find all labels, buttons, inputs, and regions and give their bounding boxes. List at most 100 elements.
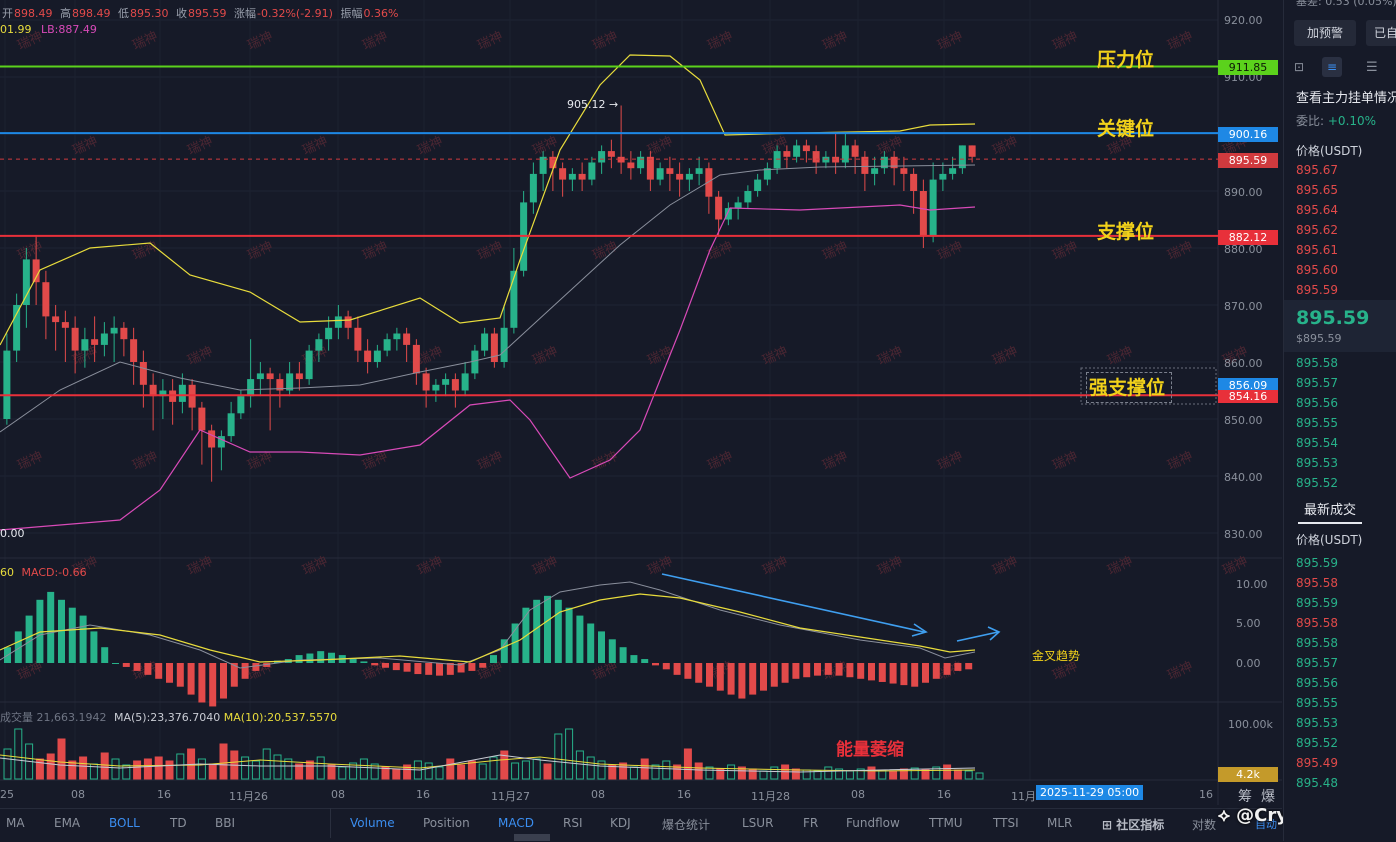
y-tick: 880.00	[1224, 243, 1263, 256]
volume-bar	[349, 762, 358, 780]
tab-underline	[1298, 522, 1362, 524]
candle-body	[276, 379, 284, 391]
community-indicators-button[interactable]: ⊞ 社区指标	[1102, 818, 1165, 832]
bid-price[interactable]: 895.58	[1296, 356, 1338, 370]
ask-price[interactable]: 895.59	[1296, 283, 1338, 297]
ask-price[interactable]: 895.67	[1296, 163, 1338, 177]
volume-bar	[457, 764, 466, 780]
bid-price[interactable]: 895.53	[1296, 456, 1338, 470]
tab-latest-trades[interactable]: 最新成交	[1304, 503, 1357, 518]
candle-body	[247, 379, 255, 397]
volume-bar	[845, 770, 854, 780]
ask-price[interactable]: 895.61	[1296, 243, 1338, 257]
x-tick: 08	[591, 788, 605, 801]
bid-price[interactable]: 895.56	[1296, 396, 1338, 410]
candle-body	[617, 156, 625, 163]
liquidation-map-button[interactable]: 爆	[1261, 789, 1275, 805]
candle-body	[685, 173, 693, 180]
add-alert-button[interactable]: 加预警	[1294, 20, 1356, 46]
indicator-position[interactable]: Position	[423, 816, 470, 830]
candle-body	[510, 270, 518, 328]
volume-bar	[586, 756, 595, 780]
candle-body	[637, 156, 645, 169]
watermark-text: 瑞神	[590, 449, 620, 474]
x-tick: 25	[0, 788, 14, 801]
ask-price[interactable]: 895.62	[1296, 223, 1338, 237]
indicator-bbi[interactable]: BBI	[215, 816, 236, 830]
watermark-text: 瑞神	[990, 344, 1020, 369]
amplitude-value: 0.36%	[363, 7, 399, 20]
indicator-kdj[interactable]: KDJ	[610, 816, 631, 830]
bid-price[interactable]: 895.55	[1296, 416, 1338, 430]
volume-bar	[197, 758, 206, 780]
volume-bar	[467, 760, 476, 780]
indicator-td[interactable]: TD	[170, 816, 187, 830]
watermark-text: 瑞神	[15, 449, 45, 474]
indicator-volume[interactable]: Volume	[350, 816, 395, 830]
boll-upper-band	[0, 54, 976, 346]
indicator-lsur[interactable]: LSUR	[742, 816, 774, 830]
candle-body	[763, 168, 771, 180]
already-button[interactable]: 已自	[1366, 20, 1396, 46]
x-tick: 16	[416, 788, 430, 801]
ratio-value: +0.10%	[1327, 114, 1377, 128]
volume-ma10-line	[0, 754, 976, 772]
indicator-ttsi[interactable]: TTSI	[993, 816, 1019, 830]
indicator-boll[interactable]: BOLL	[109, 816, 140, 830]
candle-body	[822, 156, 830, 163]
indicator-macd[interactable]: MACD	[498, 816, 534, 830]
volume-value: 成交量 21,663.1942	[0, 711, 107, 724]
macd-histogram-bar	[727, 663, 735, 695]
bids-asks-view-icon[interactable]: ≡	[1322, 57, 1342, 77]
indicator-mlr[interactable]: MLR	[1047, 816, 1073, 830]
macd-histogram-bar	[846, 663, 854, 678]
ask-price[interactable]: 895.64	[1296, 203, 1338, 217]
auto-scale-toggle[interactable]: 自动	[1255, 818, 1277, 831]
x-tick: 08	[331, 788, 345, 801]
indicator-rsi[interactable]: RSI	[563, 816, 583, 830]
x-tick: 11月27	[491, 790, 530, 803]
support-label: 支撑位	[1097, 221, 1155, 243]
bid-price[interactable]: 895.54	[1296, 436, 1338, 450]
bid-price[interactable]: 895.52	[1296, 476, 1338, 490]
indicator-fundflow[interactable]: Fundflow	[846, 816, 900, 830]
indicator-ema[interactable]: EMA	[54, 816, 81, 830]
watermark-text: 瑞神	[1165, 29, 1195, 54]
volume-bar	[35, 758, 44, 780]
trade-price: 895.58	[1296, 616, 1338, 630]
macd-histogram-bar	[868, 663, 875, 681]
macd-histogram-bar	[598, 631, 605, 663]
volume-bar	[3, 748, 12, 780]
ask-price[interactable]: 895.65	[1296, 183, 1338, 197]
indicator-ma[interactable]: MA	[6, 816, 25, 830]
basis-text: 基差: 0.53 (0.05%)	[1296, 0, 1396, 8]
macd-histogram-bar	[468, 663, 476, 671]
orderbook-title[interactable]: 查看主力挂单情况	[1296, 91, 1396, 106]
resize-handle[interactable]	[514, 834, 550, 841]
trade-price: 895.55	[1296, 696, 1338, 710]
indicator-ttmu[interactable]: TTMU	[929, 816, 963, 830]
watermark-text: 瑞神	[1165, 449, 1195, 474]
log-scale-toggle[interactable]: 对数	[1192, 818, 1217, 832]
candle-body	[539, 156, 547, 174]
list-view-icon[interactable]: ☰	[1366, 60, 1378, 75]
indicator-fr[interactable]: FR	[803, 816, 819, 830]
watermark-text: 瑞神	[130, 239, 160, 264]
candle-body	[568, 173, 576, 180]
bid-price[interactable]: 895.57	[1296, 376, 1338, 390]
macd-histogram-bar	[25, 615, 33, 663]
orderbook-view-icon[interactable]: ⊡	[1294, 60, 1305, 74]
candle-body	[695, 168, 703, 174]
chart-area[interactable]: 瑞神 瑞神 瑞神 瑞神 瑞神 瑞神 瑞神 瑞神 瑞神 瑞神 瑞神 瑞神 瑞神 瑞神 瑞神 瑞神 瑞神 瑞神 瑞神 瑞神…	[0, 0, 1282, 805]
volume-bar	[489, 756, 498, 780]
volume-bar	[748, 768, 757, 780]
chip-distribution-button[interactable]: 筹	[1238, 789, 1252, 805]
ask-price[interactable]: 895.60	[1296, 263, 1338, 277]
candle-body	[646, 156, 654, 180]
volume-bar	[683, 748, 692, 780]
macd-histogram-bar	[209, 663, 217, 707]
indicator-liquidation[interactable]: 爆仓统计	[662, 818, 711, 832]
watermark-text: 瑞神	[935, 29, 965, 54]
macd-histogram-bar	[922, 663, 929, 683]
